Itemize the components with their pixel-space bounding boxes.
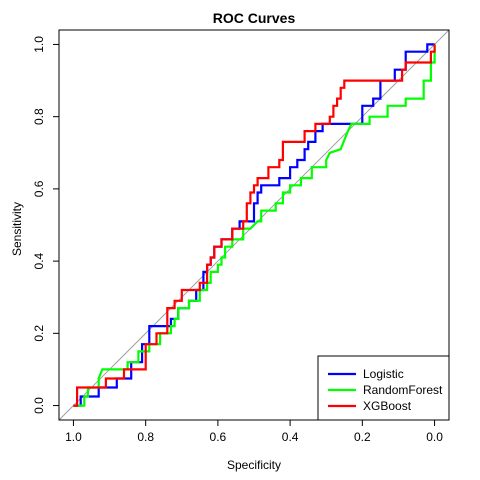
y-tick-label: 0.0 bbox=[32, 397, 46, 414]
chart-title: ROC Curves bbox=[213, 10, 296, 26]
legend-label-randomforest: RandomForest bbox=[363, 383, 443, 397]
y-axis-label: Sensitivity bbox=[10, 202, 24, 256]
legend: Logistic RandomForest XGBoost bbox=[317, 355, 450, 421]
y-tick-label: 0.8 bbox=[32, 108, 46, 125]
series-line-logistic bbox=[73, 43, 435, 407]
series-line-xgboost bbox=[73, 44, 436, 407]
x-axis-label: Specificity bbox=[227, 458, 281, 472]
x-tick-label: 0.6 bbox=[210, 430, 227, 444]
legend-label-logistic: Logistic bbox=[363, 367, 404, 381]
legend-label-xgboost: XGBoost bbox=[363, 399, 412, 413]
series-line-randomforest bbox=[73, 44, 436, 407]
y-axis: 0.0 0.2 0.4 0.6 0.8 1.0 bbox=[32, 36, 60, 414]
y-tick-label: 0.4 bbox=[32, 252, 46, 269]
legend-box bbox=[317, 355, 450, 421]
y-tick-label: 1.0 bbox=[32, 36, 46, 53]
x-tick-label: 0.4 bbox=[282, 430, 299, 444]
x-axis: 1.0 0.8 0.6 0.4 0.2 0.0 bbox=[65, 419, 443, 444]
x-tick-label: 0.0 bbox=[426, 430, 443, 444]
y-tick-label: 0.2 bbox=[32, 325, 46, 342]
roc-series-group bbox=[73, 43, 436, 407]
x-tick-label: 0.8 bbox=[137, 430, 154, 444]
x-tick-label: 1.0 bbox=[65, 430, 82, 444]
y-tick-label: 0.6 bbox=[32, 180, 46, 197]
x-tick-label: 0.2 bbox=[354, 430, 371, 444]
